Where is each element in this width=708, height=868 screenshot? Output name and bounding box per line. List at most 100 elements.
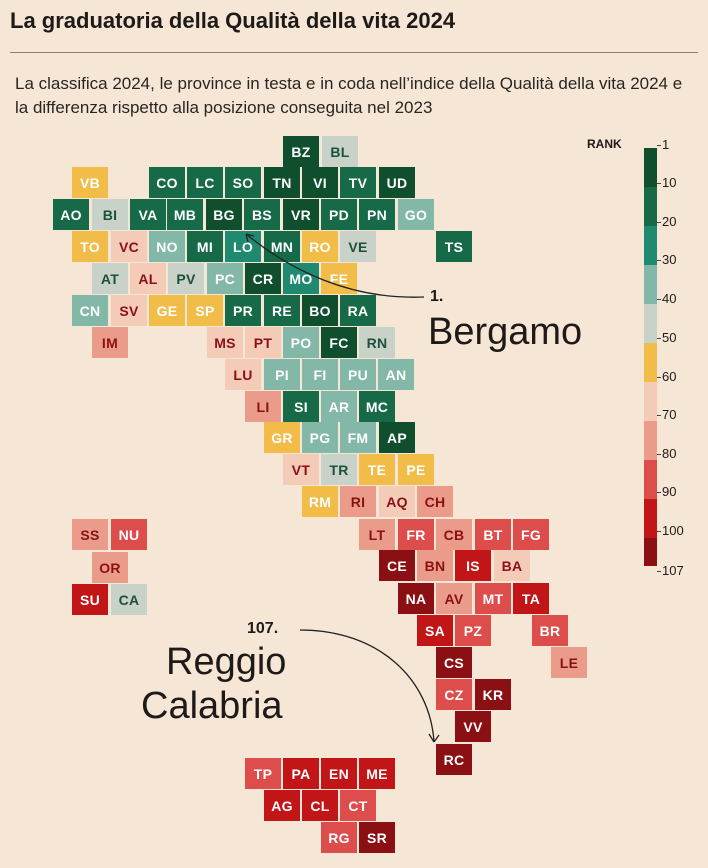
province-tile-ar: AR (321, 391, 357, 422)
legend-tick-label: 1 (662, 137, 670, 152)
province-tile-mo: MO (283, 263, 319, 294)
province-tile-cn: CN (72, 295, 108, 326)
province-tile-vi: VI (302, 167, 338, 198)
province-tile-rm: RM (302, 486, 338, 517)
province-tile-pd: PD (321, 199, 357, 230)
legend-tick-mark (657, 260, 661, 261)
province-tile-si: SI (283, 391, 319, 422)
province-tile-tp: TP (245, 758, 281, 789)
legend-swatch (644, 148, 657, 187)
province-tile-av: AV (436, 583, 472, 614)
province-tile-ch: CH (417, 486, 453, 517)
legend-title: RANK (587, 137, 622, 151)
province-tile-pz: PZ (455, 615, 491, 646)
province-tile-al: AL (130, 263, 166, 294)
province-tile-bt: BT (475, 519, 511, 550)
bergamo-arrowhead (245, 233, 255, 243)
province-tile-mn: MN (264, 231, 300, 262)
legend-tick-label: 50 (662, 330, 677, 345)
province-tile-pu: PU (340, 359, 376, 390)
province-tile-pn: PN (359, 199, 395, 230)
province-tile-pg: PG (302, 422, 338, 453)
province-tile-bl: BL (322, 136, 358, 167)
province-tile-pc: PC (207, 263, 243, 294)
province-tile-ba: BA (494, 550, 530, 581)
province-tile-bs: BS (244, 199, 280, 230)
province-tile-rn: RN (359, 327, 395, 358)
chart-subtitle: La classifica 2024, le province in testa… (15, 74, 683, 117)
province-tile-bz: BZ (283, 136, 319, 167)
province-tile-cs: CS (436, 647, 472, 678)
reggio-name-line2: Calabria (141, 685, 283, 727)
province-tile-bg: BG (206, 199, 242, 230)
province-tile-sa: SA (417, 615, 453, 646)
province-tile-lu: LU (225, 359, 261, 390)
province-tile-fi: FI (302, 359, 338, 390)
legend-swatch (644, 343, 657, 382)
province-tile-ve: VE (340, 231, 376, 262)
province-tile-na: NA (398, 583, 434, 614)
province-tile-fg: FG (513, 519, 549, 550)
legend-tick-mark (657, 415, 661, 416)
province-tile-ud: UD (379, 167, 415, 198)
province-tile-go: GO (398, 199, 434, 230)
legend-tick-mark (657, 492, 661, 493)
province-tile-ca: CA (111, 584, 147, 615)
province-tile-lt: LT (359, 519, 395, 550)
province-tile-no: NO (149, 231, 185, 262)
province-tile-bn: BN (417, 550, 453, 581)
province-tile-mt: MT (475, 583, 511, 614)
province-tile-rg: RG (321, 822, 357, 853)
legend-tick-mark (657, 454, 661, 455)
reggio-rank: 107. (247, 620, 279, 637)
province-tile-mc: MC (359, 391, 395, 422)
reggio-name-line1: Reggio (166, 641, 287, 683)
legend-swatch (644, 187, 657, 226)
province-tile-re: RE (264, 295, 300, 326)
province-tile-at: AT (92, 263, 128, 294)
province-tile-le: LE (551, 647, 587, 678)
legend-tick-mark (657, 531, 661, 532)
province-tile-su: SU (72, 584, 108, 615)
province-tile-ct: CT (340, 790, 376, 821)
province-tile-pa: PA (283, 758, 319, 789)
legend-swatch (644, 226, 657, 265)
legend-tick-label: 90 (662, 484, 677, 499)
province-tile-vt: VT (283, 454, 319, 485)
province-tile-br: BR (532, 615, 568, 646)
legend-swatch (644, 538, 657, 566)
legend-tick-mark (657, 299, 661, 300)
chart-title: La graduatoria della Qualità della vita … (10, 8, 456, 33)
province-tile-te: TE (359, 454, 395, 485)
province-tile-cl: CL (302, 790, 338, 821)
legend-tick-label: 107 (662, 563, 684, 578)
province-tile-lo: LO (225, 231, 261, 262)
legend-swatch (644, 421, 657, 460)
province-tile-pi: PI (264, 359, 300, 390)
legend-tick-mark (657, 338, 661, 339)
province-tile-ri: RI (340, 486, 376, 517)
province-tile-ts: TS (436, 231, 472, 262)
province-tile-bo: BO (302, 295, 338, 326)
province-tile-cb: CB (436, 519, 472, 550)
province-tile-an: AN (378, 359, 414, 390)
province-tile-cz: CZ (436, 679, 472, 710)
province-tile-ce: CE (379, 550, 415, 581)
province-tile-ro: RO (302, 231, 338, 262)
legend-tick-mark (657, 183, 661, 184)
province-tile-co: CO (149, 167, 185, 198)
province-tile-or: OR (92, 552, 128, 583)
province-tile-cr: CR (245, 263, 281, 294)
bergamo-name: Bergamo (428, 311, 583, 353)
legend-swatch (644, 382, 657, 421)
legend-tick-mark (657, 571, 661, 572)
province-tile-vv: VV (455, 711, 491, 742)
province-tile-vr: VR (283, 199, 319, 230)
legend-tick-label: 20 (662, 214, 677, 229)
legend-swatch (644, 265, 657, 304)
legend-tick-label: 100 (662, 523, 684, 538)
province-tile-rc: RC (436, 744, 472, 775)
bergamo-rank: 1. (430, 288, 444, 305)
province-tile-aq: AQ (379, 486, 415, 517)
